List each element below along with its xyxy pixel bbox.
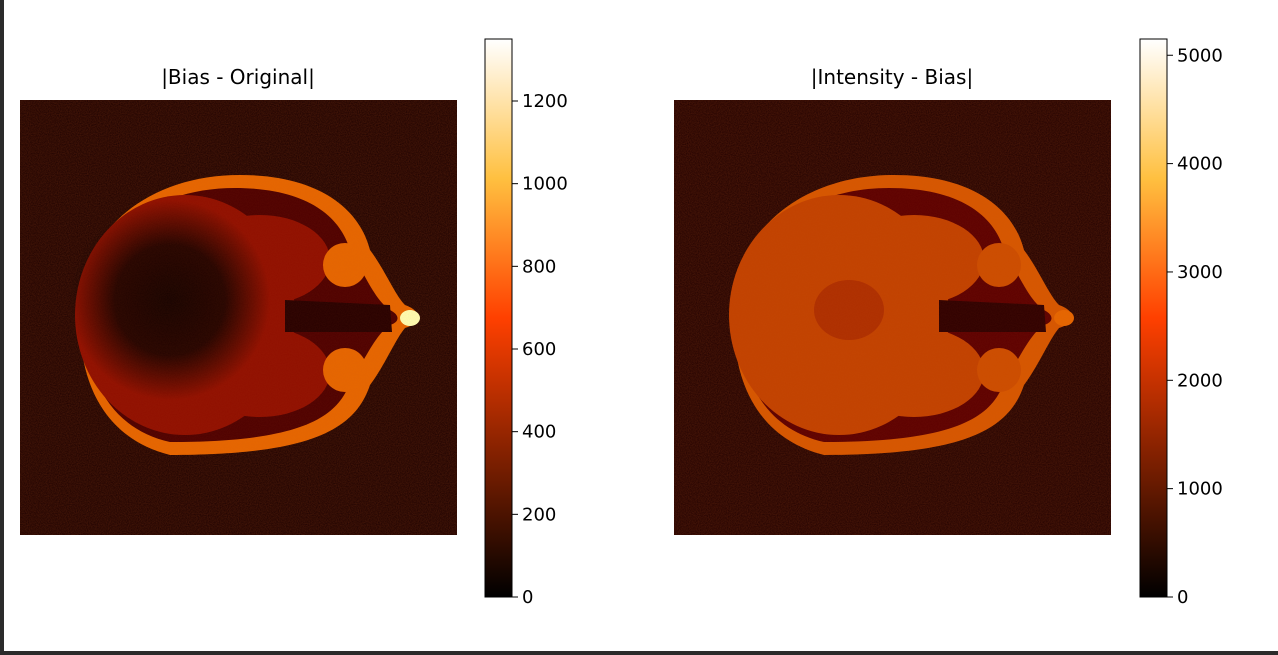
colorbar-tick-label: 4000 (1177, 154, 1223, 175)
figure-svg: |Bias - Original| 020040060080010001200 … (20, 38, 1223, 608)
colorbar-gradient (1139, 38, 1168, 598)
image-texture (674, 100, 1111, 535)
panel-intensity-bias: |Intensity - Bias| 0 1000 2000 3000 4000 5000 (674, 38, 1223, 608)
colorbar-gradient (484, 38, 513, 598)
colorbar-tick-label: 1000 (1177, 479, 1223, 500)
colorbar-tick-label: 600 (522, 339, 556, 360)
panel-bias-original: |Bias - Original| 0 200 400 600 800 1000 1200 (20, 38, 568, 608)
colorbar-tick-label: 3000 (1177, 262, 1223, 283)
heatmap-image (674, 100, 1111, 535)
colorbar-tick-label: 1000 (522, 174, 568, 195)
image-texture (20, 100, 457, 535)
panel-title: |Bias - Original| (161, 65, 315, 89)
colorbar-tick-label: 400 (522, 422, 556, 443)
colorbar-tick-label: 800 (522, 256, 556, 277)
figure-canvas: |Bias - Original| 0 200 400 600 800 1000 1200 … (4, 0, 1278, 651)
colorbar: 0 1000 2000 3000 4000 5000 (1139, 38, 1223, 608)
colorbar: 0 200 400 600 800 1000 1200 (484, 38, 568, 608)
colorbar-tick-label: 5000 (1177, 45, 1223, 66)
colorbar-tick-label: 200 (522, 504, 556, 525)
colorbar-tick-label: 0 (1177, 587, 1188, 608)
heatmap-image (20, 100, 457, 535)
colorbar-tick-label: 1200 (522, 91, 568, 112)
panel-title: |Intensity - Bias| (811, 65, 973, 89)
colorbar-tick-label: 0 (522, 587, 533, 608)
colorbar-tick-label: 2000 (1177, 370, 1223, 391)
